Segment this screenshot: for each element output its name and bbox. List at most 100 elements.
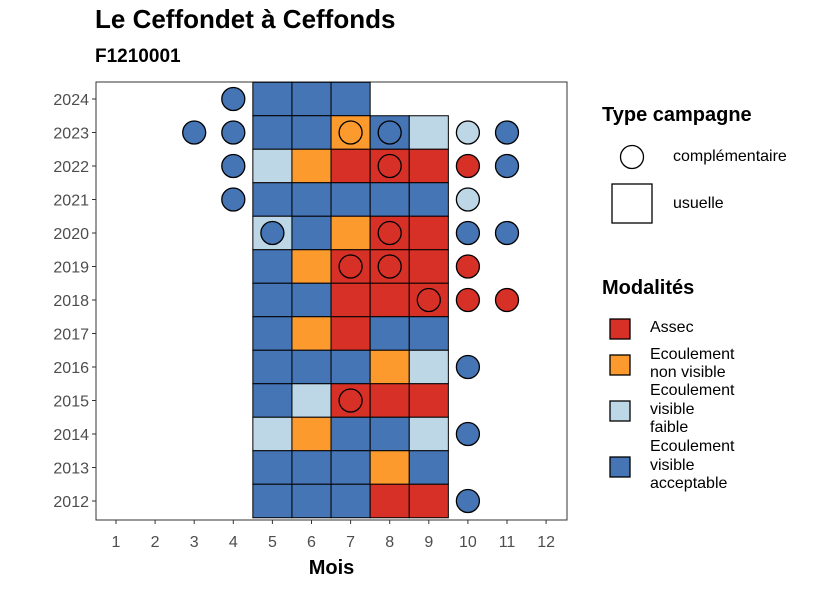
point-2015-7 (338, 388, 363, 413)
y-tick-label-2016: 2016 (53, 360, 89, 377)
point-2018-9 (416, 287, 441, 313)
point-2020-10 (455, 220, 481, 246)
point-2023-3 (182, 120, 207, 145)
tile-2018-7 (330, 282, 371, 318)
tile-2017-7 (330, 316, 371, 351)
tile-2016-5 (252, 349, 293, 385)
tile-2014-9 (408, 416, 449, 452)
legend-type-title: Type campagne (602, 104, 752, 126)
tile-2012-9 (408, 483, 449, 519)
x-tick-label-8: 8 (385, 534, 394, 551)
x-tick-label-1: 1 (112, 534, 121, 551)
point-2023-4 (221, 120, 246, 145)
tile-2012-5 (252, 483, 293, 519)
tile-2018-8 (369, 282, 410, 318)
tile-2017-6 (291, 316, 332, 351)
legend-modalite-key-3 (609, 456, 631, 478)
legend-modalite-label-0-0: Assec (650, 318, 694, 336)
tile-2017-8 (369, 316, 410, 351)
point-2014-10 (455, 421, 481, 447)
tile-2021-9 (408, 182, 449, 217)
tile-2014-8 (369, 416, 410, 452)
point-2019-7 (338, 254, 363, 279)
legend-modalite-label-2-1: visible (650, 400, 695, 418)
tile-2018-5 (252, 282, 293, 318)
tile-2019-6 (291, 249, 332, 284)
x-tick-label-6: 6 (307, 534, 316, 551)
tile-2013-9 (408, 450, 449, 485)
point-2020-11 (494, 220, 520, 246)
y-tick-label-2023: 2023 (53, 126, 89, 143)
y-tick-label-2022: 2022 (53, 159, 89, 176)
point-2023-10 (455, 120, 481, 145)
tile-2021-8 (369, 182, 410, 217)
tile-2015-8 (369, 383, 410, 418)
tile-2020-7 (330, 215, 371, 251)
tile-2016-7 (330, 349, 371, 385)
tile-2014-5 (252, 416, 293, 452)
y-tick-label-2014: 2014 (53, 427, 89, 444)
y-tick-label-2019: 2019 (53, 260, 89, 277)
tile-2020-9 (408, 215, 449, 251)
y-tick-label-2013: 2013 (53, 461, 89, 478)
tile-2021-5 (252, 182, 293, 217)
x-tick-label-2: 2 (151, 534, 160, 551)
point-2024-4 (221, 86, 246, 112)
chart-title: Le Ceffondet à Ceffonds (95, 4, 396, 34)
tile-2024-6 (291, 81, 332, 117)
legend-modalite-label-3-0: Ecoulement (650, 438, 735, 456)
legend-type-usuelle-label: usuelle (673, 195, 724, 212)
tile-2013-8 (369, 450, 410, 485)
tile-2021-6 (291, 182, 332, 217)
point-2023-11 (494, 120, 520, 145)
tile-2023-6 (291, 115, 332, 150)
point-2019-10 (455, 254, 481, 279)
point-2019-8 (377, 254, 402, 279)
point-2016-10 (455, 354, 481, 380)
tile-2020-6 (291, 215, 332, 251)
chart-subtitle: F1210001 (95, 46, 181, 67)
tile-2024-7 (330, 81, 371, 117)
tile-2012-8 (369, 483, 410, 519)
x-axis-title: Mois (309, 557, 355, 579)
legend-modalite-key-2 (609, 400, 631, 422)
tile-2022-5 (252, 148, 293, 184)
legend-modalite-key-1 (609, 354, 631, 376)
y-tick-label-2015: 2015 (53, 394, 89, 411)
point-2020-5 (260, 220, 285, 246)
tile-2014-6 (291, 416, 332, 452)
legend-type-complementaire-key (619, 144, 645, 170)
tile-2022-6 (291, 148, 332, 184)
tile-2016-6 (291, 349, 332, 385)
tile-2021-7 (330, 182, 371, 217)
legend-type-usuelle-key (611, 183, 653, 224)
tile-2023-5 (252, 115, 293, 150)
point-2021-4 (221, 187, 246, 212)
legend-modalite-label-2-0: Ecoulement (650, 382, 735, 400)
tile-2022-9 (408, 148, 449, 184)
point-2022-4 (221, 153, 246, 179)
tile-2013-7 (330, 450, 371, 485)
legend-type-complementaire-label: complémentaire (673, 148, 787, 165)
point-2022-11 (494, 153, 520, 179)
x-tick-label-3: 3 (190, 534, 199, 551)
y-tick-label-2020: 2020 (53, 226, 89, 243)
tile-2017-9 (408, 316, 449, 351)
legend-modalite-label-1-0: Ecoulement (650, 345, 735, 363)
y-tick-label-2012: 2012 (53, 494, 89, 511)
tile-2015-9 (408, 383, 449, 418)
tile-2015-6 (291, 383, 332, 418)
tile-2014-7 (330, 416, 371, 452)
legend-modalite-label-1-1: non visible (650, 364, 726, 381)
point-2021-10 (455, 187, 481, 212)
legend-modalite-label-3-2: acceptable (650, 475, 728, 493)
x-tick-label-9: 9 (424, 534, 433, 551)
y-tick-label-2021: 2021 (53, 193, 89, 210)
y-tick-label-2018: 2018 (53, 293, 89, 310)
x-tick-label-4: 4 (229, 534, 238, 551)
point-2020-8 (377, 220, 402, 246)
point-2023-7 (338, 120, 363, 145)
tile-2012-7 (330, 483, 371, 519)
tile-2019-5 (252, 249, 293, 284)
